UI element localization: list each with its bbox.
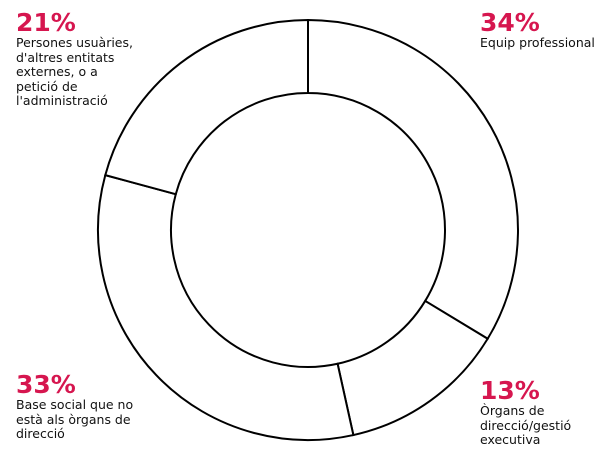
slice-description: Base social que no està als òrgans de di… (16, 397, 134, 441)
slice-label-organs-direccio: 13% Òrgans de direcció/gestió executiva (480, 378, 571, 448)
donut-slice-3 (104, 18, 309, 196)
slice-percent: 34% (480, 8, 540, 37)
slice-description: Òrgans de direcció/gestió executiva (480, 403, 572, 447)
slice-percent: 33% (16, 370, 76, 399)
donut-slice-2 (97, 173, 355, 441)
slice-percent: 21% (16, 8, 76, 37)
donut-slice-0 (307, 18, 519, 341)
slice-description: Persones usuàries, d'altres entitats ext… (16, 35, 133, 108)
slice-label-base-social: 33% Base social que no està als òrgans d… (16, 372, 133, 442)
slice-description: Equip professional (480, 35, 595, 50)
slice-label-persones-usuaries: 21% Persones usuàries, d'altres entitats… (16, 10, 133, 109)
slice-label-equip-professional: 34% Equip professional (480, 10, 595, 51)
slice-percent: 13% (480, 376, 540, 405)
